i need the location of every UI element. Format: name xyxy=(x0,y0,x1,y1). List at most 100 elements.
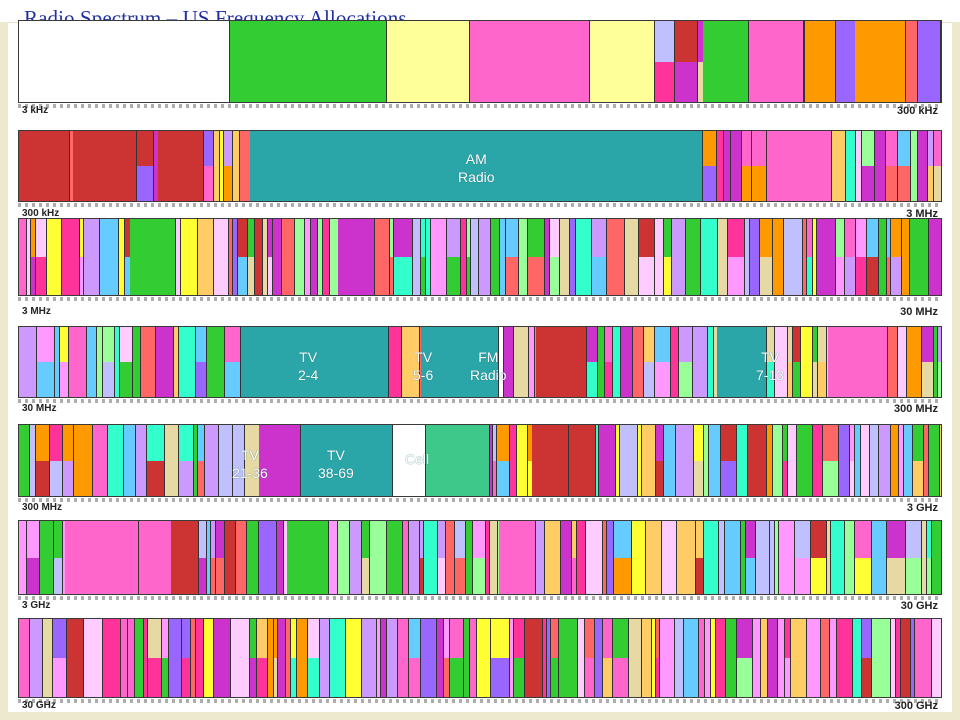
allocation-segment xyxy=(211,521,216,558)
allocation-segment xyxy=(370,521,387,594)
allocation-segment xyxy=(718,219,728,295)
allocation-segment xyxy=(413,219,421,295)
allocation-segment xyxy=(561,521,572,594)
allocation-segment xyxy=(938,362,941,397)
allocation-segment xyxy=(464,619,470,697)
allocation-block xyxy=(568,425,597,496)
allocation-segment xyxy=(263,219,268,295)
allocation-segment xyxy=(461,219,467,295)
allocation-segment xyxy=(387,521,403,594)
allocation-segment xyxy=(823,425,839,461)
allocation-segment xyxy=(867,257,879,295)
allocation-segment xyxy=(274,619,278,658)
spectrum-band xyxy=(18,20,942,103)
allocation-block xyxy=(776,131,833,201)
allocation-segment xyxy=(742,166,752,201)
allocation-segment xyxy=(724,131,731,201)
allocation-segment xyxy=(775,327,788,397)
allocation-segment xyxy=(40,557,54,594)
allocation-segment xyxy=(721,460,737,496)
allocation-segment xyxy=(47,219,62,295)
allocation-segment xyxy=(756,521,770,594)
allocation-block xyxy=(420,327,500,397)
allocation-segment xyxy=(30,658,43,697)
allocation-segment xyxy=(84,219,100,295)
allocation-segment xyxy=(655,219,664,295)
allocation-segment xyxy=(27,521,40,558)
allocation-segment xyxy=(477,619,491,697)
allocation-block xyxy=(157,131,204,201)
allocation-segment xyxy=(872,619,891,697)
allocation-segment xyxy=(50,425,63,461)
allocation-segment xyxy=(913,425,924,461)
allocation-segment xyxy=(470,619,477,697)
allocation-segment xyxy=(595,425,599,496)
allocation-segment xyxy=(250,658,257,697)
allocation-segment xyxy=(639,219,655,257)
allocation-segment xyxy=(551,619,559,658)
allocation-block xyxy=(171,521,200,594)
allocation-segment xyxy=(752,166,767,201)
allocation-segment xyxy=(831,521,845,594)
allocation-segment xyxy=(144,619,148,697)
allocation-segment xyxy=(607,219,625,295)
allocation-segment xyxy=(638,425,642,496)
allocation-segment xyxy=(938,327,941,362)
spectrum-band xyxy=(18,218,942,296)
allocation-block xyxy=(827,327,888,397)
allocation-segment xyxy=(268,658,274,697)
allocation-block xyxy=(748,21,805,102)
allocation-segment xyxy=(613,619,629,658)
band-start-frequency-label: 30 GHz xyxy=(22,700,56,711)
allocation-segment xyxy=(517,425,528,496)
allocation-segment xyxy=(214,219,229,295)
allocation-segment xyxy=(856,257,867,295)
allocation-segment xyxy=(828,131,846,201)
allocation-segment xyxy=(479,219,491,295)
allocation-segment xyxy=(614,521,632,558)
allocation-segment xyxy=(55,327,60,397)
allocation-segment xyxy=(861,425,870,496)
allocation-segment xyxy=(162,658,169,697)
allocation-segment xyxy=(156,327,174,397)
allocation-block xyxy=(19,21,230,102)
allocation-segment xyxy=(642,619,652,697)
allocation-segment xyxy=(196,362,207,397)
allocation-segment xyxy=(115,327,120,397)
allocation-segment xyxy=(211,557,216,594)
allocation-segment xyxy=(595,619,603,697)
band-end-frequency-label: 3 MHz xyxy=(906,208,938,220)
allocation-segment xyxy=(577,521,586,594)
allocation-segment xyxy=(274,658,278,697)
allocation-segment xyxy=(585,327,598,362)
allocation-segment xyxy=(426,219,431,295)
allocation-segment xyxy=(737,619,753,658)
allocation-segment xyxy=(198,219,214,295)
allocation-segment xyxy=(108,425,124,496)
allocation-segment xyxy=(60,327,69,362)
allocation-segment xyxy=(592,219,607,257)
allocation-block xyxy=(590,21,655,102)
band-start-frequency-label: 3 kHz xyxy=(22,105,49,116)
band-start-frequency-label: 3 MHz xyxy=(22,306,51,317)
allocation-segment xyxy=(204,619,214,697)
allocation-segment xyxy=(402,327,420,397)
allocation-segment xyxy=(572,521,577,558)
allocation-segment xyxy=(603,658,613,697)
allocation-segment xyxy=(891,425,899,496)
allocation-segment xyxy=(37,327,55,362)
allocation-segment xyxy=(737,425,748,496)
allocation-block xyxy=(19,131,70,201)
allocation-segment xyxy=(196,619,204,697)
allocation-segment xyxy=(797,425,813,461)
allocation-segment xyxy=(856,219,867,257)
allocation-segment xyxy=(891,257,902,295)
allocation-segment xyxy=(850,425,855,461)
allocation-segment xyxy=(124,425,136,496)
allocation-segment xyxy=(918,131,928,201)
allocation-segment xyxy=(870,425,879,496)
allocation-segment xyxy=(424,521,438,594)
allocation-block xyxy=(229,21,387,102)
allocation-segment xyxy=(291,619,297,658)
allocation-segment xyxy=(305,219,311,295)
